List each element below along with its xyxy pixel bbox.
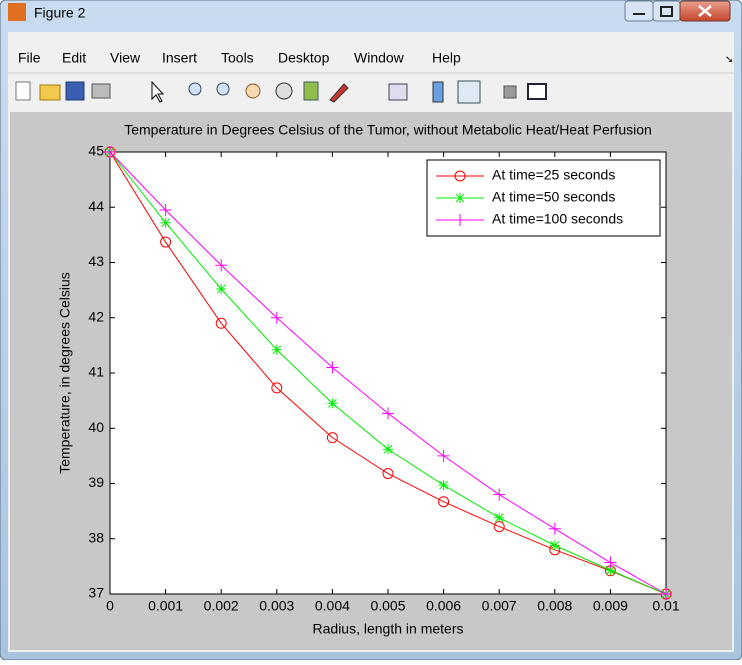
x-tick-label: 0.007 <box>482 598 517 614</box>
menu-item[interactable]: Insert <box>162 50 197 66</box>
marker <box>270 311 283 324</box>
marker <box>326 432 338 444</box>
legend-label: At time=50 seconds <box>492 189 615 205</box>
x-tick-label: 0.008 <box>537 598 572 614</box>
marker <box>215 317 227 329</box>
legend-label: At time=25 seconds <box>492 167 615 183</box>
menu-item[interactable]: File <box>18 50 41 66</box>
x-tick-label: 0.002 <box>204 598 239 614</box>
marker <box>159 204 172 217</box>
y-tick-label: 39 <box>88 474 104 490</box>
open-icon[interactable] <box>39 84 61 101</box>
x-tick-label: 0.01 <box>652 598 679 614</box>
menu-item[interactable]: Help <box>432 50 461 66</box>
marker <box>494 512 505 523</box>
marker <box>454 214 466 226</box>
menu-item[interactable]: View <box>110 50 141 66</box>
marker <box>382 468 394 480</box>
axes-box <box>109 151 667 595</box>
marker <box>271 344 282 355</box>
maximize-glyph <box>660 6 673 17</box>
menu-item[interactable]: Tools <box>221 50 254 66</box>
y-tick-label: 40 <box>88 419 104 435</box>
close-glyph <box>698 5 712 17</box>
y-axis-label: Temperature, in degrees Celsius <box>57 272 73 474</box>
app-icon <box>8 3 26 21</box>
link-icon[interactable] <box>388 83 408 101</box>
menu-bar: File Edit View Insert Tools Desktop Window Help <box>18 50 461 66</box>
zoom-in-icon[interactable] <box>188 82 202 96</box>
marker <box>216 284 227 295</box>
x-axis-label: Radius, length in meters <box>313 621 464 637</box>
x-tick-label: 0.003 <box>259 598 294 614</box>
y-tick-label: 38 <box>88 529 104 545</box>
pan-icon[interactable] <box>245 83 261 99</box>
chart: Temperature in Degrees Celsius of the Tu… <box>57 122 680 637</box>
y-tick-label: 37 <box>88 585 104 601</box>
x-tick-label: 0.006 <box>426 598 461 614</box>
marker <box>454 170 466 182</box>
marker <box>493 488 506 501</box>
marker <box>160 236 172 248</box>
menu-item[interactable]: Desktop <box>278 50 330 66</box>
marker <box>215 259 228 272</box>
zoom-out-icon[interactable] <box>216 82 230 96</box>
legend-label: At time=100 seconds <box>492 211 623 227</box>
marker <box>549 540 560 551</box>
window-title: Figure 2 <box>34 5 86 21</box>
y-tick-label: 41 <box>88 364 104 380</box>
x-tick-label: 0.004 <box>315 598 350 614</box>
maximize-button[interactable] <box>652 0 681 22</box>
new-icon[interactable] <box>15 81 31 101</box>
x-tick-label: 0.005 <box>370 598 405 614</box>
marker <box>438 480 449 491</box>
menu-item[interactable]: Edit <box>62 50 86 66</box>
legend-icon[interactable] <box>457 80 481 104</box>
print-icon[interactable] <box>91 83 111 99</box>
brush-icon[interactable] <box>329 83 349 103</box>
marker <box>160 217 171 228</box>
marker <box>605 565 616 576</box>
chart-title: Temperature in Degrees Celsius of the Tu… <box>124 122 652 138</box>
marker <box>455 193 465 203</box>
y-tick-label: 43 <box>88 253 104 269</box>
marker <box>383 444 393 455</box>
series-line <box>109 151 667 595</box>
marker <box>660 588 672 600</box>
marker <box>437 449 450 462</box>
marker <box>604 556 617 569</box>
pointer-icon[interactable] <box>151 80 165 103</box>
save-icon[interactable] <box>65 81 85 101</box>
marker <box>327 398 338 409</box>
marker <box>548 522 561 535</box>
y-tick-label: 42 <box>88 308 104 324</box>
marker <box>438 496 450 508</box>
marker <box>104 146 116 158</box>
menu-item[interactable]: Window <box>354 50 405 66</box>
marker <box>382 407 394 420</box>
datacursor-icon[interactable] <box>303 81 319 101</box>
minimize-button[interactable] <box>624 0 654 22</box>
marker <box>271 382 283 394</box>
y-tick-label: 44 <box>88 198 104 214</box>
x-tick-label: 0 <box>106 598 114 614</box>
toolbar <box>15 80 547 104</box>
rotate-icon[interactable] <box>275 82 293 100</box>
dock-arrow[interactable]: ➘ <box>725 55 733 66</box>
x-tick-label: 0.001 <box>148 598 183 614</box>
colorbar-icon[interactable] <box>432 81 444 103</box>
x-tick-label: 0.009 <box>593 598 628 614</box>
hide-tools-icon[interactable] <box>503 85 517 99</box>
y-tick-label: 45 <box>88 143 104 159</box>
marker <box>326 361 339 374</box>
show-tools-icon[interactable] <box>527 83 547 100</box>
